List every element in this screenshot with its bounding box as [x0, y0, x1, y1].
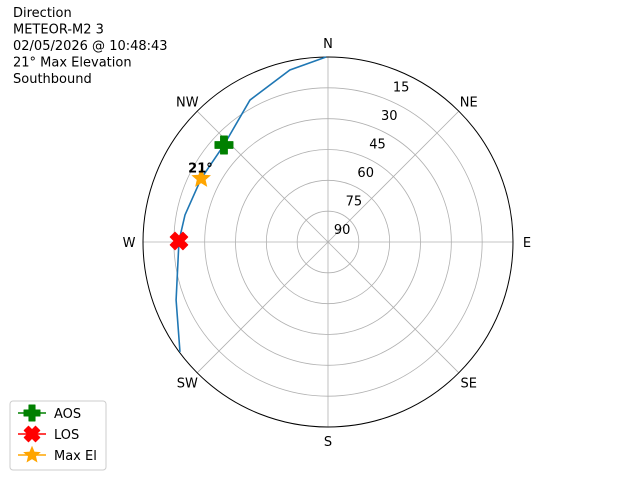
- marker: [169, 231, 189, 251]
- theta-tick-label: N: [323, 37, 333, 52]
- info-line: 21° Max Elevation: [13, 56, 132, 71]
- info-line: 02/05/2026 @ 10:48:43: [13, 39, 168, 54]
- legend-label: LOS: [54, 428, 79, 443]
- grid-spoke: [327, 110, 460, 243]
- marker: [214, 135, 234, 155]
- marker: [191, 168, 211, 187]
- track-line: [175, 56, 327, 352]
- theta-tick-label: NW: [176, 95, 199, 110]
- legend: AOS LOS Max El: [9, 400, 107, 471]
- grid-spoke: [196, 241, 329, 374]
- info-line: METEOR-M2 3: [13, 23, 104, 38]
- r-tick-label: 30: [381, 109, 398, 124]
- legend-label: AOS: [54, 407, 81, 422]
- r-tick-label: 15: [393, 80, 410, 95]
- legend-label: Max El: [54, 449, 97, 464]
- info-line: Direction: [13, 6, 72, 21]
- grid-spoke: [196, 110, 329, 243]
- r-tick-label: 90: [334, 223, 351, 238]
- r-tick-label: 45: [369, 137, 386, 152]
- value-label: 21°: [188, 161, 213, 176]
- theta-tick-label: SE: [460, 377, 476, 392]
- r-tick-label: 60: [357, 166, 374, 181]
- r-tick-label: 75: [346, 194, 363, 209]
- info-line: Southbound: [13, 72, 92, 87]
- grid-spoke: [327, 241, 460, 374]
- theta-tick-label: W: [123, 236, 136, 251]
- marker: [23, 404, 41, 422]
- theta-tick-label: S: [324, 435, 332, 450]
- marker: [23, 425, 41, 443]
- theta-tick-label: NE: [460, 95, 478, 110]
- marker: [23, 445, 41, 463]
- outer-ring: [142, 56, 514, 428]
- theta-tick-label: E: [523, 236, 531, 251]
- theta-tick-label: SW: [177, 377, 198, 392]
